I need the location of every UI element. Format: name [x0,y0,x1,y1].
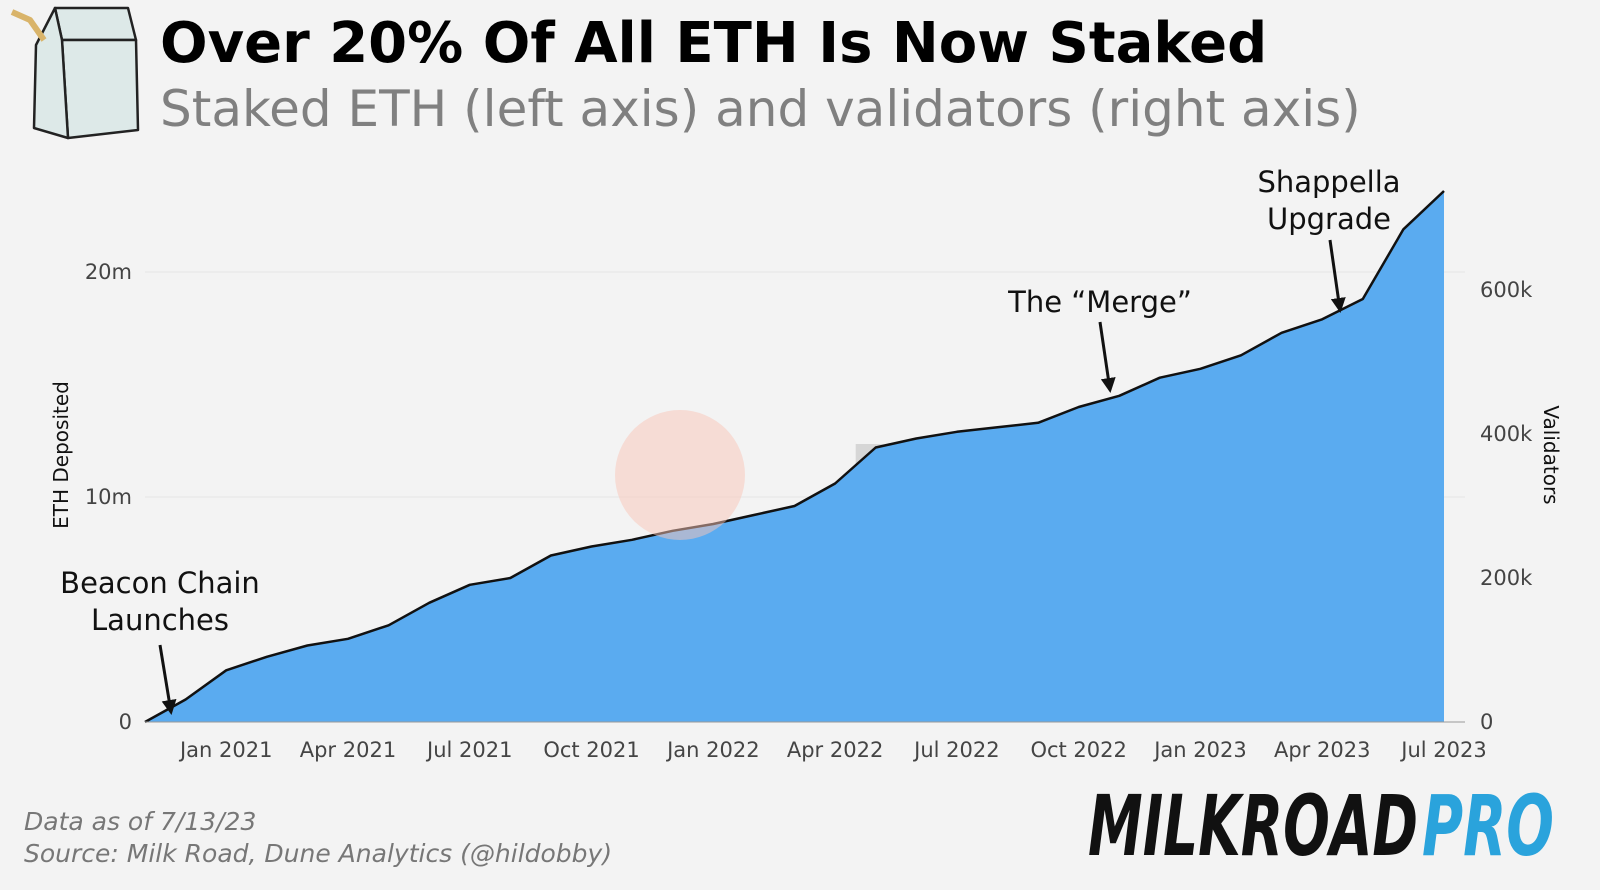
x-tick-label: Oct 2022 [1030,738,1126,762]
logo-icon [10,6,140,140]
x-tick-label: Jan 2021 [178,738,273,762]
watermark-icon [615,410,745,540]
annotation: Shappella [1257,165,1400,199]
annotation: Launches [91,603,229,637]
y-tick-label: 0 [119,710,132,734]
plot: 0 10m 20m 0 200k 400k 600k Jan 2021 Apr 2021 Jul … [85,190,1533,762]
annotation: The “Merge” [1007,285,1192,319]
x-tick-label: Jul 2023 [1399,738,1486,762]
y2-tick-label: 0 [1480,710,1493,734]
x-tick-label: Jul 2022 [912,738,999,762]
y-axis-label: ETH Deposited [49,381,73,529]
x-tick-label: Jan 2023 [1152,738,1247,762]
chart-title: Over 20% Of All ETH Is Now Staked [160,11,1267,76]
y-tick-label: 20m [85,260,132,284]
y2-tick-label: 600k [1480,278,1533,302]
brand-pro: PRO [1422,777,1554,875]
footer-note: Data as of 7/13/23 [24,807,256,836]
x-tick-label: Apr 2023 [1274,738,1370,762]
footer-source: Source: Milk Road, Dune Analytics (@hild… [24,839,612,868]
area-line [144,190,1445,724]
chart-subtitle: Staked ETH (left axis) and validators (r… [160,80,1361,138]
x-tick-label: Jan 2022 [665,738,760,762]
x-tick-label: Jul 2021 [425,738,512,762]
x-tick-label: Apr 2022 [787,738,883,762]
brand-name: MILKROAD [1088,777,1418,875]
y2-axis-label: Validators [1539,405,1563,504]
y2-tick-label: 400k [1480,422,1533,446]
y-tick-label: 10m [85,485,132,509]
annotation-arrows [158,239,1346,715]
annotation: Beacon Chain [60,566,260,600]
annotation: Upgrade [1267,202,1391,236]
area [145,191,1444,722]
y2-tick-label: 200k [1480,566,1533,590]
x-tick-label: Apr 2021 [300,738,396,762]
x-tick-label: Oct 2021 [543,738,639,762]
